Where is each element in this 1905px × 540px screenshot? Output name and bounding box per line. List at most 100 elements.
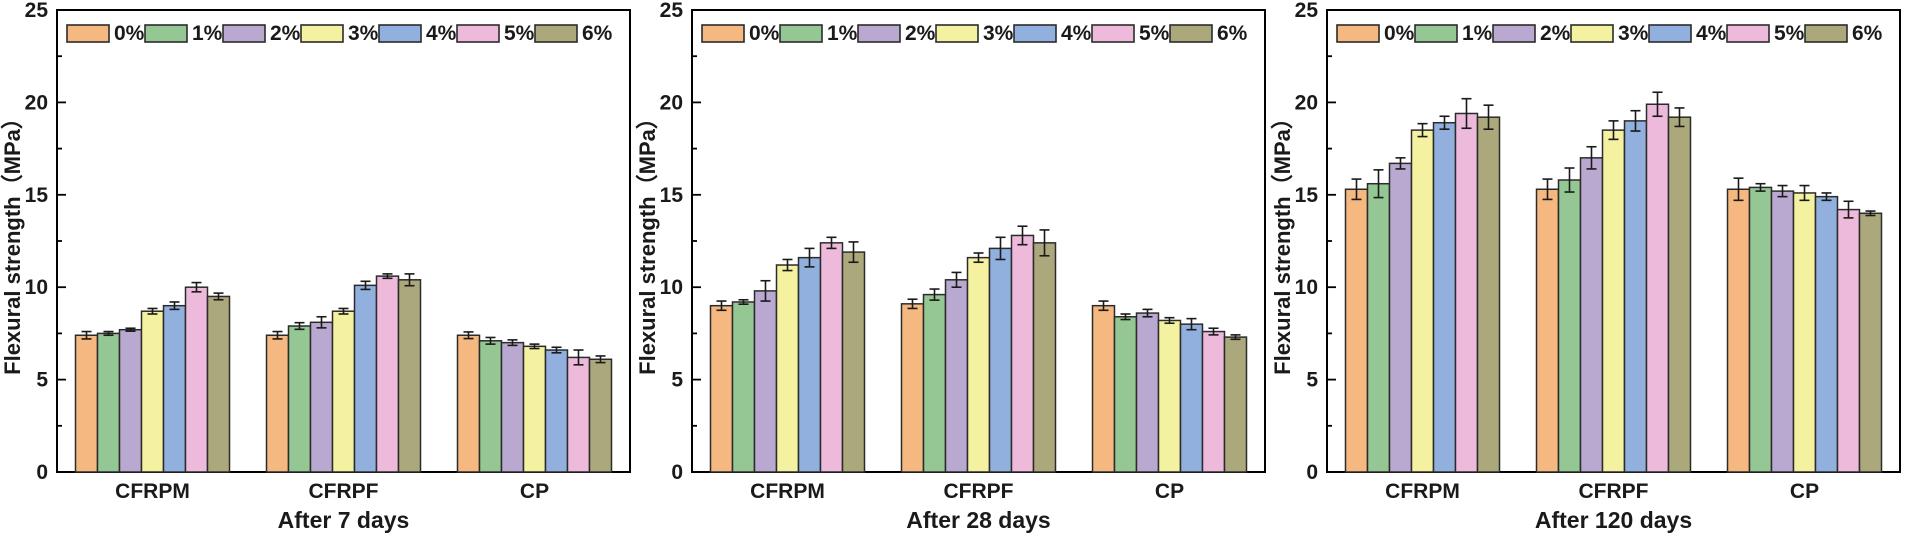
y-axis-tick-labels: 0 5 10 15 20 25 xyxy=(1295,0,1319,484)
chart-title: After 120 days xyxy=(1535,507,1692,533)
legend-label: 5% xyxy=(504,22,535,45)
chart-panel-after-120-days: 0 5 10 15 20 25 Flexural strength（MPa） CFRPM CFR… xyxy=(1270,0,1905,540)
y-tick-label: 0 xyxy=(36,461,48,484)
legend-label: 2% xyxy=(905,22,936,45)
bar xyxy=(1201,330,1226,473)
legend-swatch xyxy=(1013,24,1057,43)
x-category-label: CFRPM xyxy=(1385,480,1460,503)
y-tick-label: 25 xyxy=(660,0,684,22)
legend-label: 6% xyxy=(1852,22,1883,45)
legend-label: 6% xyxy=(1217,22,1248,45)
bar xyxy=(1113,316,1138,473)
legend: 0% 1% 2% 3% 4% 5% 6% xyxy=(66,22,613,45)
legend-label: 0% xyxy=(749,22,780,45)
y-tick-label: 0 xyxy=(1306,461,1318,484)
chart-title: After 7 days xyxy=(278,507,410,533)
legend-label: 3% xyxy=(1618,22,1649,45)
bar xyxy=(162,304,187,473)
x-category-label: CFRPF xyxy=(944,480,1014,503)
bar xyxy=(1366,182,1391,473)
legend-swatch xyxy=(534,24,578,43)
bar xyxy=(1623,120,1648,473)
y-tick-label: 15 xyxy=(25,184,49,207)
bar xyxy=(397,279,422,473)
legend-swatch xyxy=(1804,24,1848,43)
bar xyxy=(1010,234,1035,473)
legend-label: 4% xyxy=(1061,22,1092,45)
y-tick-label: 5 xyxy=(1306,369,1318,392)
y-tick-label: 10 xyxy=(660,276,683,299)
bar xyxy=(500,341,525,473)
legend-label: 5% xyxy=(1139,22,1170,45)
y-axis-ticks xyxy=(57,55,66,427)
legend-swatch xyxy=(1414,24,1458,43)
y-tick-label: 0 xyxy=(671,461,683,484)
bar xyxy=(1792,192,1817,473)
bar xyxy=(478,340,503,473)
bar xyxy=(1179,323,1204,473)
legend: 0% 1% 2% 3% 4% 5% 6% xyxy=(701,22,1248,45)
y-axis-title: Flexural strength（MPa） xyxy=(635,107,660,375)
bar-chart-after-28-days: 0 5 10 15 20 25 Flexural strength（MPa） CFRPM CFR… xyxy=(635,0,1266,533)
chart-title: After 28 days xyxy=(906,507,1050,533)
bar xyxy=(1770,190,1795,473)
error-bars xyxy=(81,273,606,366)
x-category-label: CP xyxy=(1790,480,1819,503)
chart-panel-after-28-days: 0 5 10 15 20 25 Flexural strength（MPa） CFRPM CFR… xyxy=(635,0,1270,540)
bar xyxy=(731,301,756,473)
bar xyxy=(753,290,778,473)
bar xyxy=(1388,162,1413,473)
legend-swatch xyxy=(857,24,901,43)
bar xyxy=(1601,129,1626,473)
bar xyxy=(206,295,231,473)
bar xyxy=(1557,179,1582,473)
y-axis-tick-labels: 0 5 10 15 20 25 xyxy=(25,0,49,484)
y-axis-ticks xyxy=(692,55,701,427)
y-axis-title: Flexural strength（MPa） xyxy=(0,107,25,375)
y-tick-label: 15 xyxy=(1295,184,1319,207)
x-category-label: CFRPM xyxy=(115,480,190,503)
legend-label: 2% xyxy=(270,22,301,45)
x-category-label: CFRPM xyxy=(750,480,825,503)
legend-swatch xyxy=(1726,24,1770,43)
legend-label: 5% xyxy=(1774,22,1805,45)
y-axis-ticks xyxy=(1327,55,1336,427)
bar xyxy=(566,356,591,473)
bar xyxy=(1814,195,1839,473)
bar xyxy=(375,275,400,473)
legend-swatch xyxy=(779,24,823,43)
y-tick-label: 10 xyxy=(25,276,48,299)
x-category-label: CFRPF xyxy=(1579,480,1649,503)
bar xyxy=(1579,157,1604,473)
y-tick-label: 25 xyxy=(25,0,49,22)
bars xyxy=(1344,103,1883,473)
bar xyxy=(544,349,569,473)
legend-label: 6% xyxy=(582,22,613,45)
bar xyxy=(797,256,822,473)
bar xyxy=(265,334,290,473)
y-tick-label: 10 xyxy=(1295,276,1318,299)
bar xyxy=(1454,112,1479,473)
bar xyxy=(1836,208,1861,473)
legend-label: 3% xyxy=(983,22,1014,45)
bar xyxy=(287,325,312,473)
x-category-label: CP xyxy=(1155,480,1184,503)
bar xyxy=(74,334,99,473)
bar xyxy=(1726,188,1751,473)
bar xyxy=(1432,121,1457,473)
bar-chart-after-7-days: 0 5 10 15 20 25 Flexural strength（MPa） CFRPM CFR… xyxy=(0,0,631,533)
y-axis-title: Flexural strength（MPa） xyxy=(1270,107,1295,375)
bar xyxy=(96,332,121,473)
bar xyxy=(841,251,866,473)
legend-swatch xyxy=(1570,24,1614,43)
bar xyxy=(522,345,547,473)
bar xyxy=(900,303,925,473)
bar xyxy=(1748,186,1773,473)
y-tick-label: 5 xyxy=(36,369,48,392)
bar xyxy=(1410,129,1435,473)
bar xyxy=(1645,103,1670,473)
y-tick-label: 5 xyxy=(671,369,683,392)
chart-panel-after-7-days: 0 5 10 15 20 25 Flexural strength（MPa） CFRPM CFR… xyxy=(0,0,635,540)
y-axis-tick-labels: 0 5 10 15 20 25 xyxy=(660,0,684,484)
